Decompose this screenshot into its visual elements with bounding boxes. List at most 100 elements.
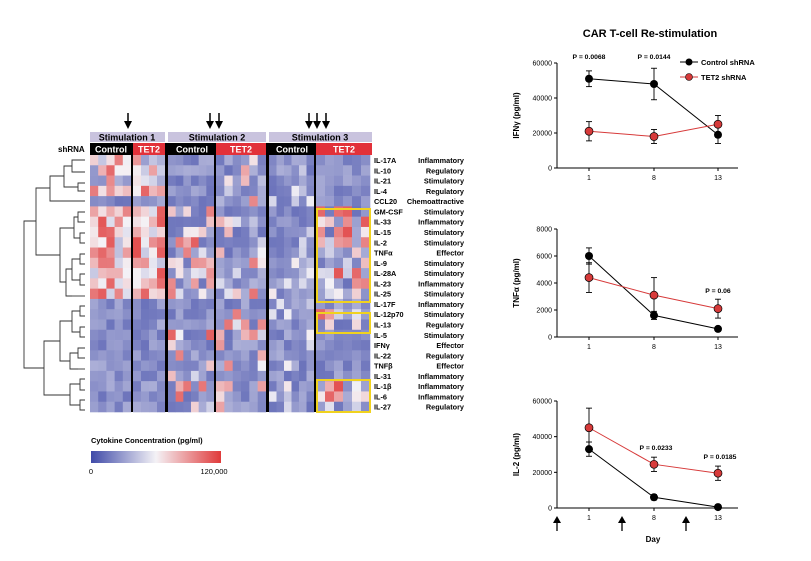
heatmap-cell	[269, 196, 277, 207]
heatmap-cell	[106, 288, 115, 300]
heatmap-cell	[114, 155, 124, 166]
heatmap-cell	[106, 329, 115, 341]
heatmap-cell	[269, 226, 277, 238]
heatmap-cell	[90, 206, 99, 217]
heatmap-cell	[269, 247, 277, 259]
cytokine-label: TNFα	[374, 249, 393, 258]
heatmap-cell	[133, 350, 142, 361]
heatmap-cell	[249, 175, 258, 187]
heatmap-cell	[206, 226, 215, 238]
heatmap-cell	[98, 319, 107, 331]
heatmap-cell	[183, 206, 192, 217]
heatmap-cell	[191, 257, 199, 269]
heatmap-cell	[198, 185, 207, 197]
heatmap-cell	[241, 278, 250, 289]
heatmap-cell	[343, 309, 353, 320]
heatmap-cell	[299, 206, 307, 217]
heatmap-cell	[249, 268, 258, 279]
heatmap-cell	[157, 257, 166, 269]
heatmap-cell	[198, 206, 207, 217]
heatmap-cell	[334, 319, 344, 331]
heatmap-cell	[141, 237, 150, 248]
heatmap-cell	[183, 360, 192, 372]
heatmap-cell	[249, 155, 258, 166]
heatmap-cell	[206, 340, 215, 351]
heatmap-cell	[269, 319, 277, 331]
heatmap-cell	[114, 165, 124, 176]
heatmap-cell	[122, 278, 132, 289]
heatmap-cell	[149, 340, 158, 351]
x-tick-label: 8	[652, 515, 656, 522]
heatmap-cell	[241, 370, 250, 382]
heatmap-cell	[284, 329, 292, 341]
heatmap-cell	[206, 206, 215, 217]
heatmap-cell	[361, 237, 371, 248]
heatmap-cell	[316, 329, 326, 341]
heatmap-cell	[183, 350, 192, 361]
heatmap-cell	[106, 247, 115, 259]
heatmap-cell	[133, 381, 142, 392]
heatmap-cell	[306, 329, 315, 341]
cytokine-category: Inflammatory	[418, 218, 465, 227]
heatmap-cell	[343, 288, 353, 300]
heatmap-cell	[299, 247, 307, 259]
heatmap-cell	[90, 391, 99, 403]
heatmap-cell	[149, 391, 158, 403]
heatmap-cell	[198, 196, 207, 207]
heatmap-cell	[122, 268, 132, 279]
cytokine-label: IL-2	[374, 238, 387, 247]
heatmap-cell	[232, 226, 242, 238]
heatmap-cell	[299, 391, 307, 403]
heatmap-cell	[257, 216, 267, 228]
heatmap-cell	[232, 401, 242, 413]
heatmap-cell	[241, 196, 250, 207]
heatmap-cell	[206, 165, 215, 176]
heatmap-cell	[232, 319, 242, 331]
shrna-label: shRNA	[58, 145, 85, 154]
control-header-bg	[269, 143, 316, 155]
heatmap-cell	[149, 216, 158, 228]
heatmap-cell	[291, 278, 300, 289]
heatmap-cell	[206, 329, 215, 341]
heatmap-cell	[291, 309, 300, 320]
heatmap-cell	[122, 329, 132, 341]
cytokine-label: IL-31	[374, 372, 391, 381]
heatmap-cell	[90, 165, 99, 176]
heatmap-cell	[352, 257, 362, 269]
heatmap-cell	[241, 309, 250, 320]
heatmap-cell	[133, 319, 142, 331]
cytokine-label: IL-17A	[374, 156, 397, 165]
heatmap-cell	[175, 185, 184, 197]
heatmap-cell	[216, 268, 225, 279]
heatmap-cell	[343, 226, 353, 238]
heatmap-cell	[276, 155, 285, 166]
heatmap-cell	[257, 391, 267, 403]
heatmap-cell	[98, 381, 107, 392]
heatmap-cell	[343, 340, 353, 351]
heatmap-cell	[269, 360, 277, 372]
heatmap-cell	[276, 340, 285, 351]
heatmap-cell	[122, 381, 132, 392]
heatmap-cell	[257, 350, 267, 361]
heatmap-cell	[157, 391, 166, 403]
heatmap-cell	[334, 196, 344, 207]
heatmap-cell	[175, 340, 184, 351]
heatmap-cell	[306, 401, 315, 413]
heatmap-cell	[291, 257, 300, 269]
heatmap-cell	[232, 247, 242, 259]
heatmap-cell	[122, 370, 132, 382]
heatmap-cell	[343, 278, 353, 289]
heatmap-cell	[106, 370, 115, 382]
heatmap-cell	[299, 237, 307, 248]
cytokine-label: IL-33	[374, 218, 391, 227]
heatmap-cell	[232, 360, 242, 372]
cytokine-category: Stimulatory	[424, 331, 465, 340]
heatmap-cell	[114, 196, 124, 207]
heatmap-cell	[269, 329, 277, 341]
control-header-bg	[168, 143, 216, 155]
group-separator	[131, 155, 133, 412]
heatmap-cell	[98, 401, 107, 413]
heatmap-cell	[149, 268, 158, 279]
heatmap-cell	[249, 185, 258, 197]
heatmap-cell	[325, 350, 335, 361]
